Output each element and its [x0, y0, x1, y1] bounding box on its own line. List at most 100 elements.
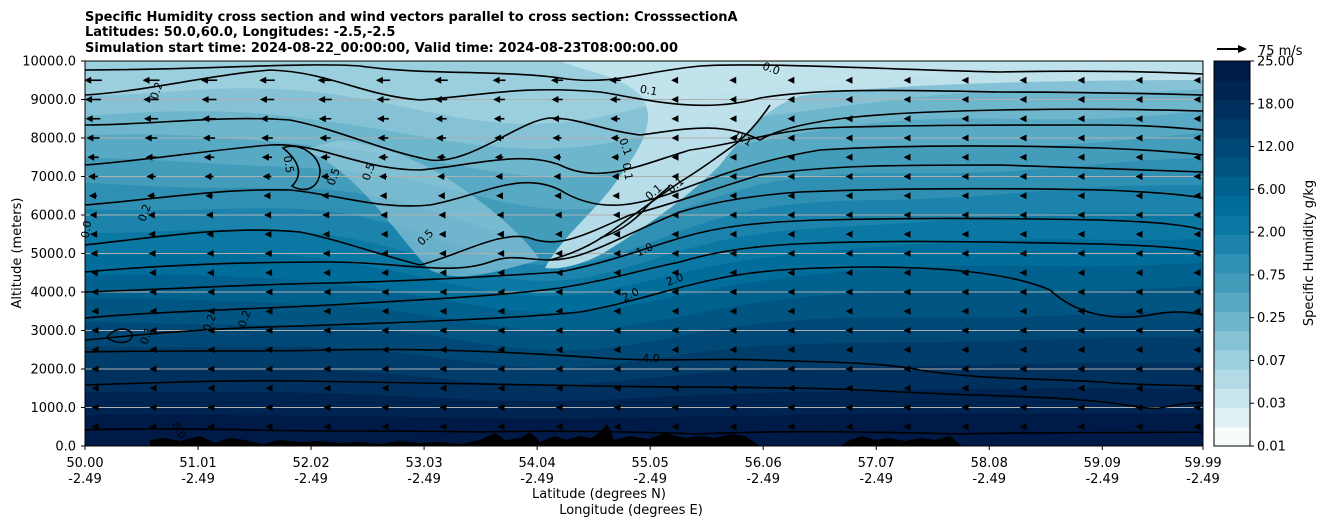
wind-vector — [91, 327, 99, 334]
wind-vector — [787, 404, 795, 411]
wind-vector — [729, 250, 737, 257]
wind-vector — [494, 134, 504, 142]
wind-vector — [613, 250, 621, 257]
wind-vector — [439, 365, 447, 373]
wind-vector — [729, 423, 737, 431]
wind-vector — [961, 76, 969, 84]
wind-vector — [845, 153, 853, 161]
wind-vector — [1193, 269, 1201, 277]
wind-vector — [845, 346, 853, 354]
wind-vector — [265, 307, 273, 315]
wind-vector — [1019, 269, 1027, 277]
chart-title-line-1: Specific Humidity cross section and wind… — [85, 10, 738, 25]
wind-vector — [903, 307, 911, 315]
humidity-contour-lines — [85, 64, 1203, 435]
x-tick-label-lon: -2.49 — [1085, 472, 1119, 487]
colorbar-tick-label: 0.25 — [1257, 311, 1286, 326]
contour-closed-loop-2 — [281, 145, 321, 191]
wind-vector — [323, 269, 331, 277]
contour-label: 0.1 — [639, 83, 658, 99]
wind-vector — [381, 404, 389, 411]
wind-vector — [204, 173, 214, 180]
wind-vector — [729, 211, 737, 219]
wind-vector — [845, 327, 853, 334]
colorbar-tick-label: 2.00 — [1257, 226, 1286, 241]
wind-vector — [319, 134, 331, 142]
x-tick-label-lon: -2.49 — [633, 472, 667, 487]
wind-vector — [379, 192, 387, 200]
wind-vector — [671, 134, 679, 142]
wind-vector — [317, 76, 333, 84]
wind-vector — [555, 423, 563, 431]
wind-vector — [613, 269, 621, 277]
wind-vector — [961, 192, 969, 200]
wind-vector — [554, 230, 562, 238]
colorbar-tick-label: 0.07 — [1257, 354, 1286, 369]
wind-vector — [1077, 96, 1085, 103]
wind-vector — [1135, 192, 1143, 200]
wind-vector — [147, 211, 155, 219]
chart-title-line-3: Simulation start time: 2024-08-22_00:00:… — [85, 41, 678, 56]
wind-vector — [609, 76, 621, 84]
wind-vector — [787, 307, 795, 315]
wind-vector — [439, 327, 447, 334]
y-tick-label: 5000.0 — [31, 247, 77, 262]
contour-label: 2.0 — [664, 271, 685, 289]
wind-vector — [496, 211, 504, 219]
wind-vector — [320, 153, 330, 161]
wind-vector — [961, 288, 969, 296]
wind-vector — [961, 346, 969, 354]
x-tick-label-lon: -2.49 — [746, 472, 780, 487]
wind-vector — [903, 134, 911, 142]
wind-vector — [492, 76, 506, 84]
wind-vector — [671, 250, 679, 257]
wind-vector — [729, 134, 737, 142]
colorbar-label: Specific Humidity g/kg — [1302, 180, 1317, 326]
wind-vector — [1077, 134, 1085, 142]
wind-vector — [787, 230, 795, 238]
colorbar-segment — [1214, 292, 1250, 312]
wind-vector — [1135, 173, 1143, 180]
colorbar-segment — [1214, 407, 1250, 428]
quiver-key-arrowhead — [1238, 45, 1247, 53]
wind-vector — [1077, 115, 1085, 123]
wind-vector — [205, 211, 213, 219]
wind-vector — [496, 230, 504, 238]
wind-vector — [845, 307, 853, 315]
wind-vector — [201, 96, 217, 103]
wind-vector — [903, 269, 911, 277]
dry-pocket-fill — [300, 140, 540, 277]
wind-vector — [265, 269, 273, 277]
wind-vector — [845, 230, 853, 238]
wind-vector — [729, 96, 737, 103]
wind-vector — [1135, 307, 1143, 315]
wind-vector — [787, 96, 795, 103]
wind-vector — [845, 115, 853, 123]
wind-vector — [381, 346, 389, 354]
x-tick-label-lat: 59.09 — [1084, 456, 1121, 471]
wind-vector — [787, 327, 795, 334]
wind-vector — [497, 384, 505, 392]
wind-vector — [148, 250, 156, 257]
wind-vector — [1193, 96, 1201, 103]
wind-vector — [1077, 211, 1085, 219]
wind-vector — [1135, 365, 1143, 373]
wind-vector — [903, 327, 911, 334]
wind-vector — [671, 384, 679, 392]
wind-vector — [1135, 404, 1143, 411]
wind-vector — [613, 404, 621, 411]
wind-vector — [1077, 404, 1085, 411]
wind-vector — [787, 365, 795, 373]
wind-vector — [265, 423, 273, 431]
contour-line-mid-6 — [85, 164, 1203, 266]
wind-vector — [265, 384, 273, 392]
x-tick-label-lon: -2.49 — [520, 472, 554, 487]
wind-vector — [787, 346, 795, 354]
wind-vector — [1019, 173, 1027, 180]
y-tick-label: 3000.0 — [31, 324, 77, 339]
wind-vector — [84, 96, 102, 103]
wind-vector — [438, 211, 446, 219]
wind-vector — [903, 76, 911, 84]
wind-vector — [265, 365, 273, 373]
wind-vector — [437, 192, 445, 200]
